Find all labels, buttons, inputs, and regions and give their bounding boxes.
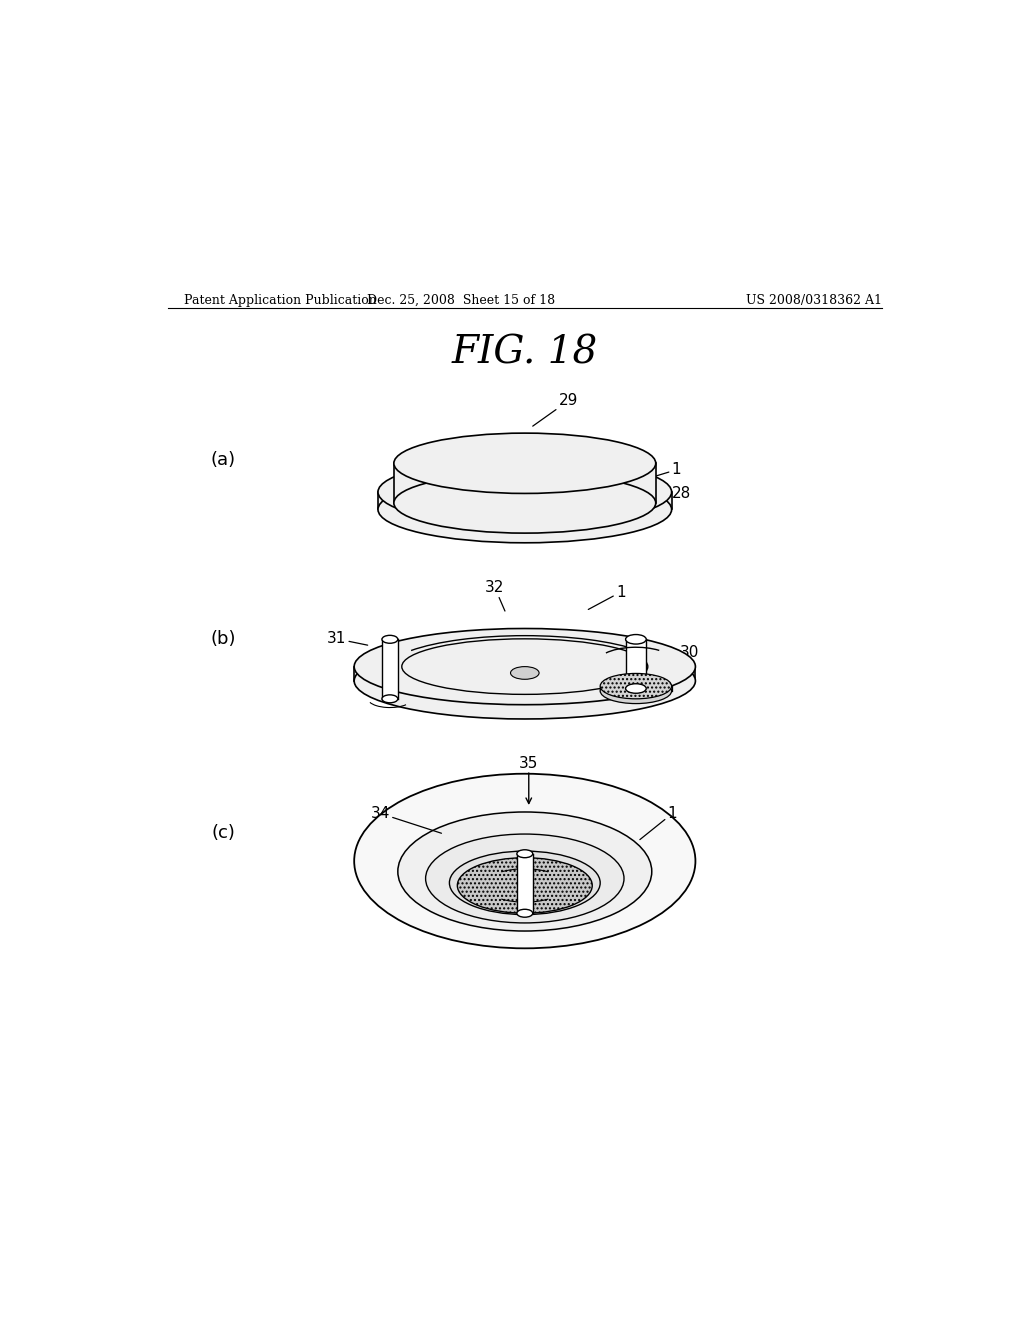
Text: (a): (a) [211,451,236,470]
Polygon shape [410,483,640,494]
Ellipse shape [354,628,695,705]
Polygon shape [382,639,397,698]
Text: 32: 32 [485,579,505,611]
Text: (b): (b) [211,630,236,648]
Text: 34: 34 [371,807,441,833]
Text: 1: 1 [650,462,681,478]
Ellipse shape [450,851,600,915]
Text: US 2008/0318362 A1: US 2008/0318362 A1 [745,293,882,306]
Ellipse shape [378,477,672,543]
Text: FIG. 18: FIG. 18 [452,335,598,372]
Ellipse shape [410,458,640,510]
Ellipse shape [517,850,532,858]
Polygon shape [517,854,532,913]
Text: 35: 35 [519,756,539,771]
Text: Patent Application Publication: Patent Application Publication [183,293,376,306]
Ellipse shape [397,812,651,931]
Text: (c): (c) [211,824,236,842]
Ellipse shape [394,473,655,533]
Ellipse shape [426,834,624,923]
Ellipse shape [458,858,592,913]
Polygon shape [626,639,646,689]
Ellipse shape [354,643,695,719]
Text: 1: 1 [588,585,626,610]
Text: 29: 29 [532,393,579,426]
Ellipse shape [511,667,539,680]
Ellipse shape [378,458,672,525]
Polygon shape [600,686,672,690]
Ellipse shape [600,678,672,704]
Text: 33: 33 [479,634,499,648]
Text: 28: 28 [650,486,691,502]
Ellipse shape [600,673,672,698]
Ellipse shape [394,433,655,494]
Ellipse shape [626,635,646,644]
Ellipse shape [626,684,646,693]
Ellipse shape [354,774,695,948]
Text: Dec. 25, 2008  Sheet 15 of 18: Dec. 25, 2008 Sheet 15 of 18 [368,293,555,306]
Polygon shape [394,463,655,503]
Polygon shape [378,492,672,510]
Ellipse shape [382,635,397,643]
Text: 30: 30 [658,644,699,660]
Text: 1: 1 [640,807,677,840]
Polygon shape [354,667,695,681]
Ellipse shape [517,909,532,917]
Ellipse shape [382,694,397,702]
Ellipse shape [410,467,640,519]
Text: 31: 31 [327,631,368,647]
